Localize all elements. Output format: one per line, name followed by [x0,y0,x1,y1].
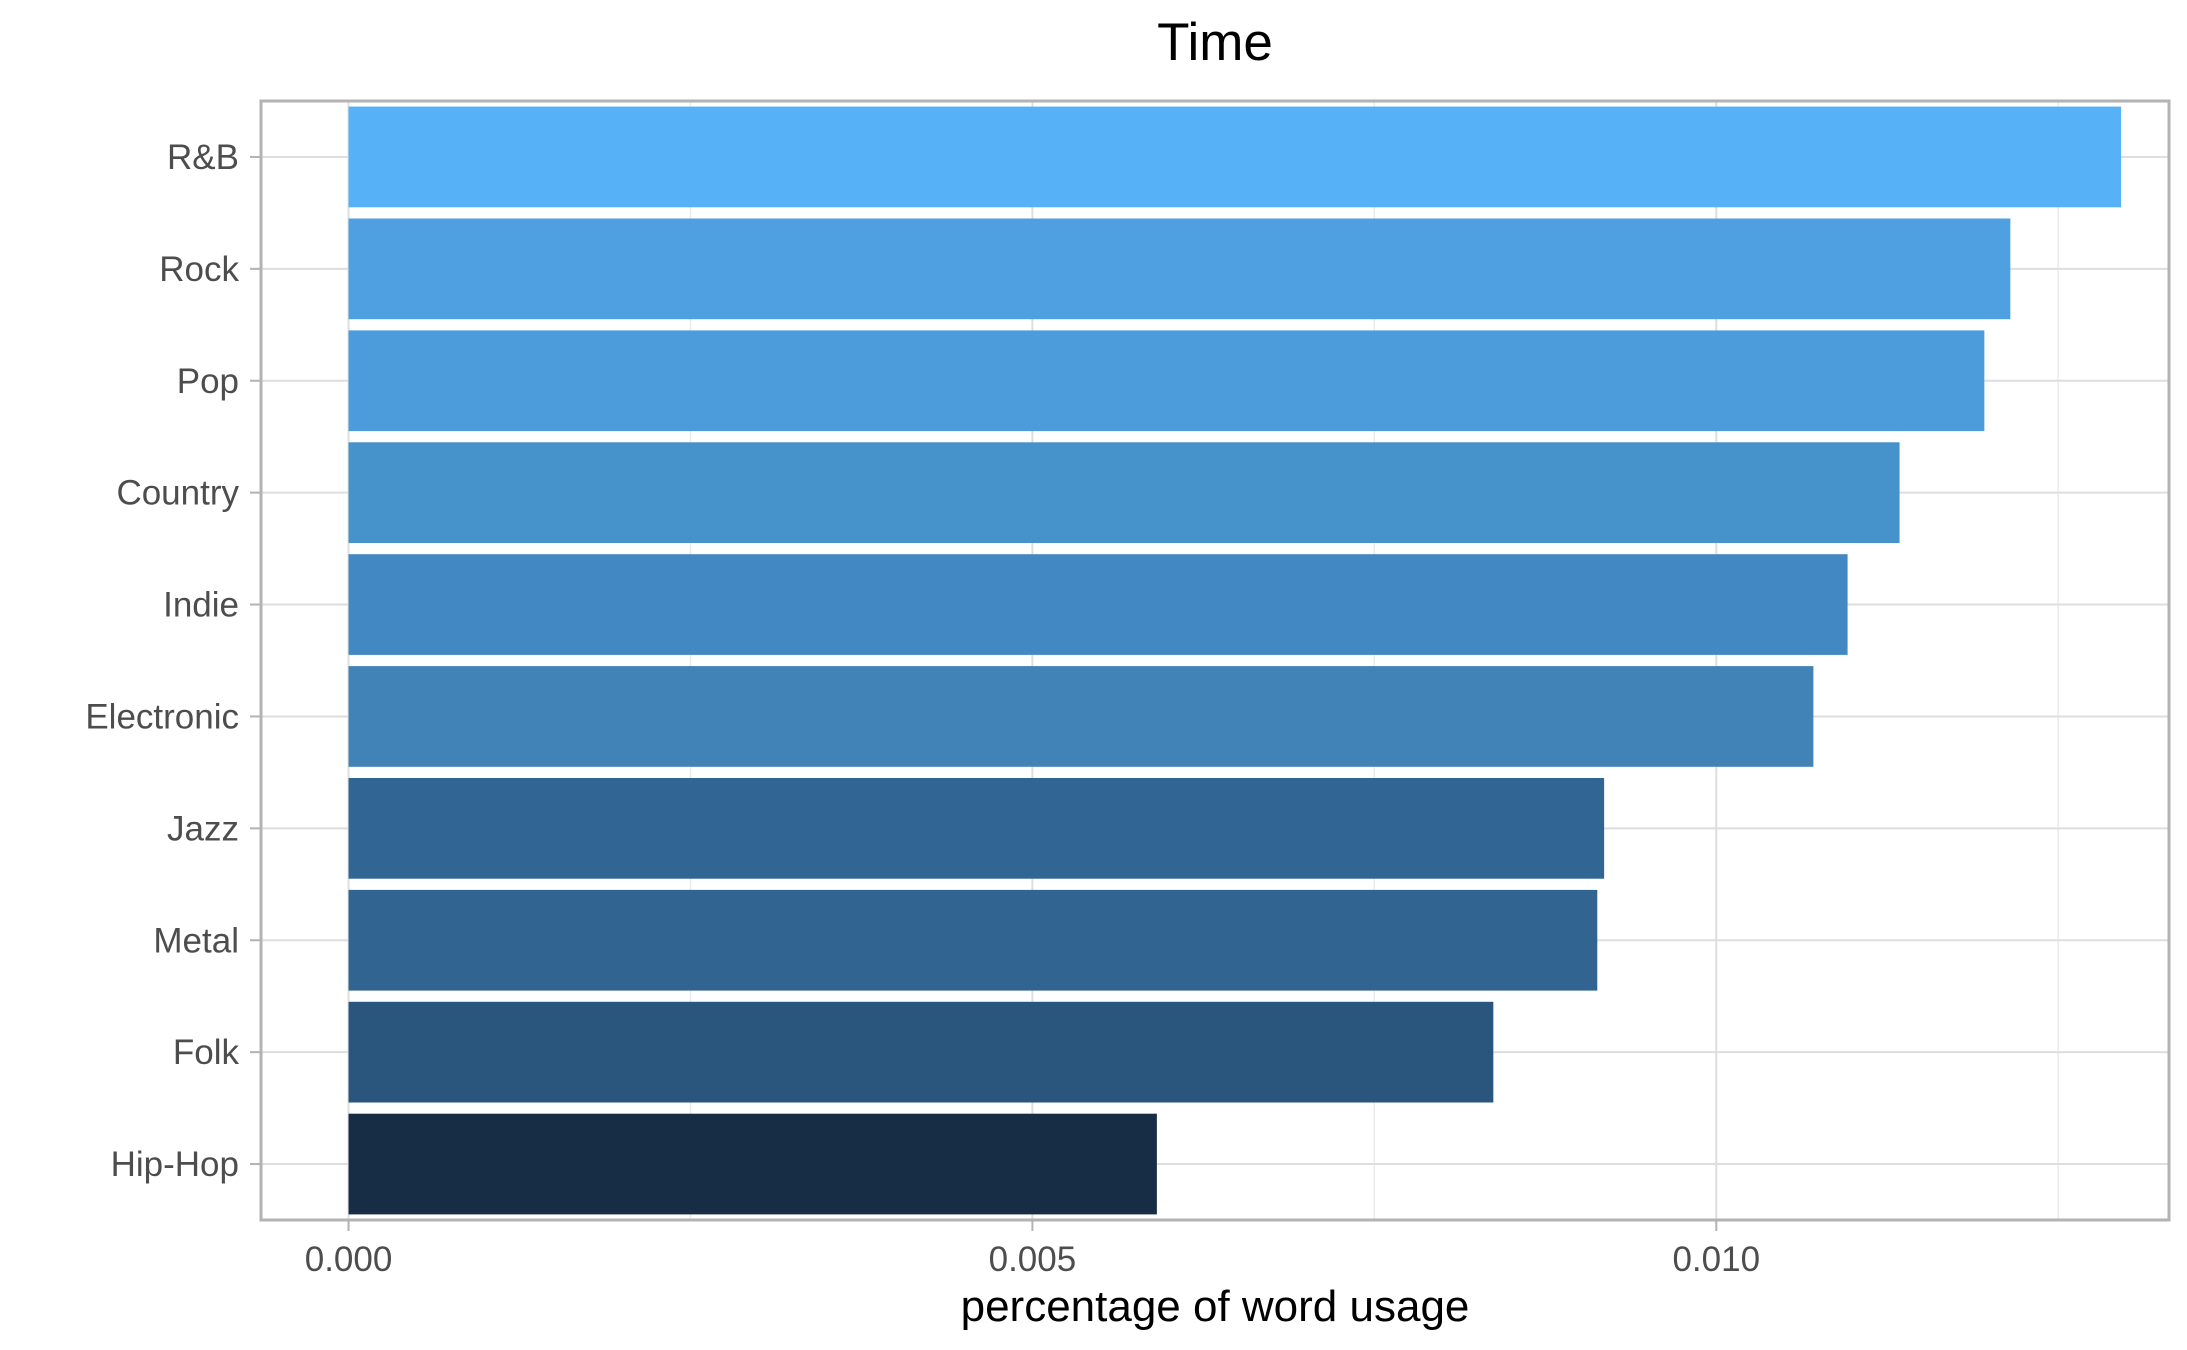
bar [348,442,1900,544]
bar [348,1001,1494,1103]
chart-title: Time [1157,13,1273,72]
x-axis: 0.000 0.005 0.010 [305,1220,1760,1279]
y-tick-label: Rock [159,250,239,289]
bars [348,106,2122,1215]
panel-border [259,99,2171,1222]
y-tick-label: Hip-Hop [111,1145,239,1184]
x-axis-title: percentage of word usage [961,1282,1470,1331]
x-tick-label: 0.000 [305,1240,393,1279]
y-tick-label: Jazz [167,809,239,848]
bar [348,330,1985,432]
y-tick-label: Metal [153,921,239,960]
y-axis: R&B Rock Pop Country Indie Electronic Jazz Meta… [85,138,261,1184]
bar [348,554,1848,655]
y-tick-label: Pop [177,362,239,401]
bar [348,106,2122,208]
bar [348,666,1814,767]
y-tick-label: Folk [173,1033,240,1072]
x-tick-label: 0.005 [989,1240,1077,1279]
y-tick-label: Indie [163,586,239,625]
x-tick-label: 0.010 [1672,1240,1760,1279]
bar [348,1113,1157,1215]
bar [348,777,1605,879]
bar [348,218,2011,320]
bar [348,889,1598,991]
y-tick-label: Country [116,474,239,513]
y-tick-label: Electronic [85,697,239,736]
y-tick-label: R&B [167,138,239,177]
